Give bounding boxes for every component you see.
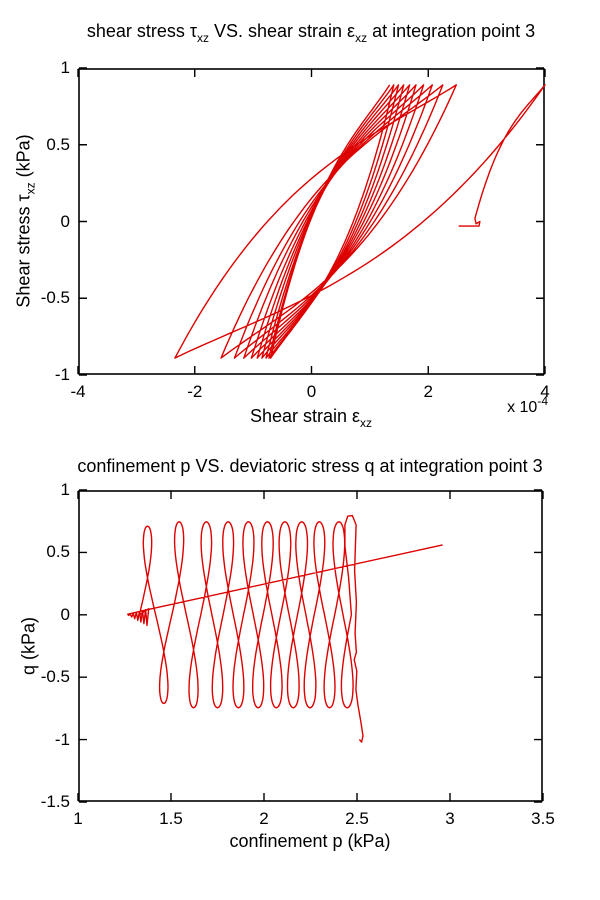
tick-label: 4 [540,382,550,401]
tick-label: 3.5 [531,809,555,828]
tick-label: 2 [423,382,433,401]
tick-label: 2 [259,809,269,828]
shear-plot-ylabel: Shear stress τxz (kPa) [13,134,38,308]
tick-label: 3 [445,809,455,828]
tick-label: -1 [54,365,70,384]
tick-label: -1.5 [40,792,70,811]
tick-label: 0.5 [46,134,70,154]
pq-plot-ylabel: q (kPa) [18,616,39,676]
shear-plot-axis-multiplier: x 10-4 [507,394,548,416]
tick-label: 1 [60,480,70,499]
tick-label: -4 [70,382,86,401]
pq-trajectory-curve [127,514,443,743]
tick-label: -0.5 [40,667,70,687]
shear-plot-title: shear stress τxz VS. shear strain εxz at… [86,21,536,45]
pq-plot-area [77,489,544,803]
shear-hysteresis-curve [174,84,546,359]
tick-label: 1 [60,58,70,77]
pq-plot-title: confinement p VS. deviatoric stress q at… [77,456,543,476]
tick-label: -1 [54,729,70,749]
tick-label: 0 [60,604,70,624]
tick-label: -2 [187,382,203,401]
tick-label: -0.5 [40,288,70,308]
tick-label: 2.5 [345,809,369,828]
tick-label: 0.5 [46,542,70,562]
tick-label: 1.5 [159,809,183,828]
tick-label: 0 [60,211,70,231]
tick-label: 1 [73,809,83,828]
shear-plot-xlabel: Shear strain εxz [249,406,373,430]
pq-plot-xlabel: confinement p (kPa) [229,831,391,851]
tick-label: 0 [306,382,317,401]
shear-plot-area [77,67,546,376]
